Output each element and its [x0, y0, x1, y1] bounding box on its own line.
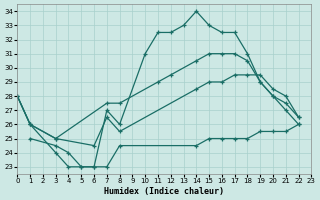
- X-axis label: Humidex (Indice chaleur): Humidex (Indice chaleur): [104, 187, 224, 196]
